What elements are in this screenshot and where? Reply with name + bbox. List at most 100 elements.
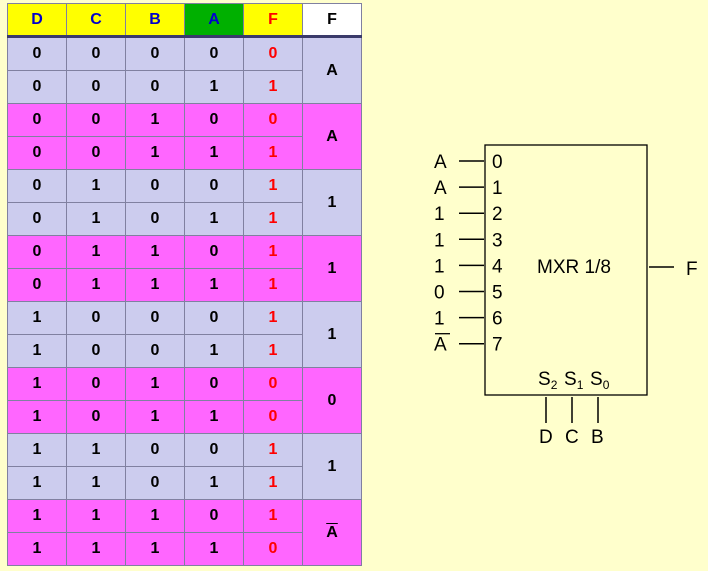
mux-input-cell: 1 <box>302 235 362 302</box>
cell-c: 0 <box>66 70 126 104</box>
input-pin-number: 3 <box>492 230 503 251</box>
cell-a: 0 <box>184 235 244 269</box>
cell-c: 1 <box>66 202 126 236</box>
cell-f: 1 <box>243 169 303 203</box>
mux-input-signal: A <box>434 152 447 173</box>
select-pin-base: S <box>538 369 551 390</box>
mux-input-signal: 1 <box>434 256 445 277</box>
cell-a: 0 <box>184 36 244 71</box>
cell-f: 1 <box>243 301 303 335</box>
cell-c: 0 <box>66 36 126 71</box>
input-pin-number: 5 <box>492 283 503 304</box>
cell-f: 1 <box>243 466 303 500</box>
cell-d: 1 <box>7 334 67 368</box>
mux-input-signal: 1 <box>434 230 445 251</box>
select-signal: C <box>565 427 579 448</box>
cell-b: 0 <box>125 70 185 104</box>
cell-f: 1 <box>243 433 303 467</box>
header-b: B <box>125 3 185 37</box>
cell-c: 1 <box>66 499 126 533</box>
cell-b: 1 <box>125 268 185 302</box>
cell-a: 1 <box>184 532 244 566</box>
cell-a: 0 <box>184 433 244 467</box>
cell-b: 1 <box>125 532 185 566</box>
cell-b: 0 <box>125 433 185 467</box>
cell-d: 1 <box>7 400 67 434</box>
mux-input-cell: A <box>302 36 362 104</box>
header-f-mux-input: F <box>302 3 362 37</box>
cell-f: 1 <box>243 202 303 236</box>
input-pin-number: 6 <box>492 309 503 330</box>
select-pin-base: S <box>564 369 577 390</box>
cell-f: 1 <box>243 136 303 170</box>
input-pin-number: 1 <box>492 178 503 199</box>
header-a: A <box>184 3 244 37</box>
mux-input-signal: A <box>434 178 447 199</box>
cell-a: 0 <box>184 301 244 335</box>
mux-input-signal: A <box>434 335 447 356</box>
cell-b: 0 <box>125 36 185 71</box>
cell-a: 1 <box>184 268 244 302</box>
input-pin-number: 4 <box>492 256 503 277</box>
select-signal: D <box>539 427 553 448</box>
cell-c: 1 <box>66 268 126 302</box>
header-d: D <box>7 3 67 37</box>
header-c: C <box>66 3 126 37</box>
select-signal: B <box>591 427 604 448</box>
select-pin-base: S <box>590 369 603 390</box>
cell-f: 1 <box>243 268 303 302</box>
cell-d: 0 <box>7 169 67 203</box>
input-pin-number: 7 <box>492 335 503 356</box>
cell-a: 1 <box>184 136 244 170</box>
mux-inputs: A 0 A 1 1 2 1 3 1 4 0 5 1 6 A 7 <box>434 152 503 356</box>
cell-b: 1 <box>125 103 185 137</box>
cell-f: 0 <box>243 367 303 401</box>
cell-b: 0 <box>125 466 185 500</box>
input-pin-number: 0 <box>492 152 503 173</box>
cell-c: 1 <box>66 466 126 500</box>
cell-d: 1 <box>7 499 67 533</box>
cell-f: 0 <box>243 532 303 566</box>
select-pin-label: S1 <box>564 369 584 392</box>
cell-f: 1 <box>243 235 303 269</box>
mux-input-cell: 1 <box>302 169 362 236</box>
select-pin-subscript: 1 <box>577 378 584 392</box>
mux-label: MXR 1/8 <box>537 257 611 278</box>
cell-d: 0 <box>7 36 67 71</box>
input-pin-number: 2 <box>492 204 503 225</box>
cell-d: 0 <box>7 70 67 104</box>
select-pin-subscript: 2 <box>551 378 558 392</box>
output-label: F <box>686 259 698 280</box>
cell-d: 0 <box>7 202 67 236</box>
cell-d: 1 <box>7 532 67 566</box>
cell-d: 1 <box>7 466 67 500</box>
cell-a: 0 <box>184 499 244 533</box>
cell-a: 0 <box>184 169 244 203</box>
mux-input-cell: 1 <box>302 301 362 368</box>
cell-c: 0 <box>66 136 126 170</box>
truth-table-header-row: D C B A F F <box>7 3 362 37</box>
cell-a: 1 <box>184 466 244 500</box>
cell-c: 1 <box>66 433 126 467</box>
select-pin-label: S0 <box>590 369 610 392</box>
cell-c: 1 <box>66 532 126 566</box>
cell-d: 0 <box>7 103 67 137</box>
mux-input-cell: A <box>302 499 362 566</box>
cell-f: 0 <box>243 36 303 71</box>
mux-input-signal: 0 <box>434 283 445 304</box>
header-f-output: F <box>243 3 303 37</box>
